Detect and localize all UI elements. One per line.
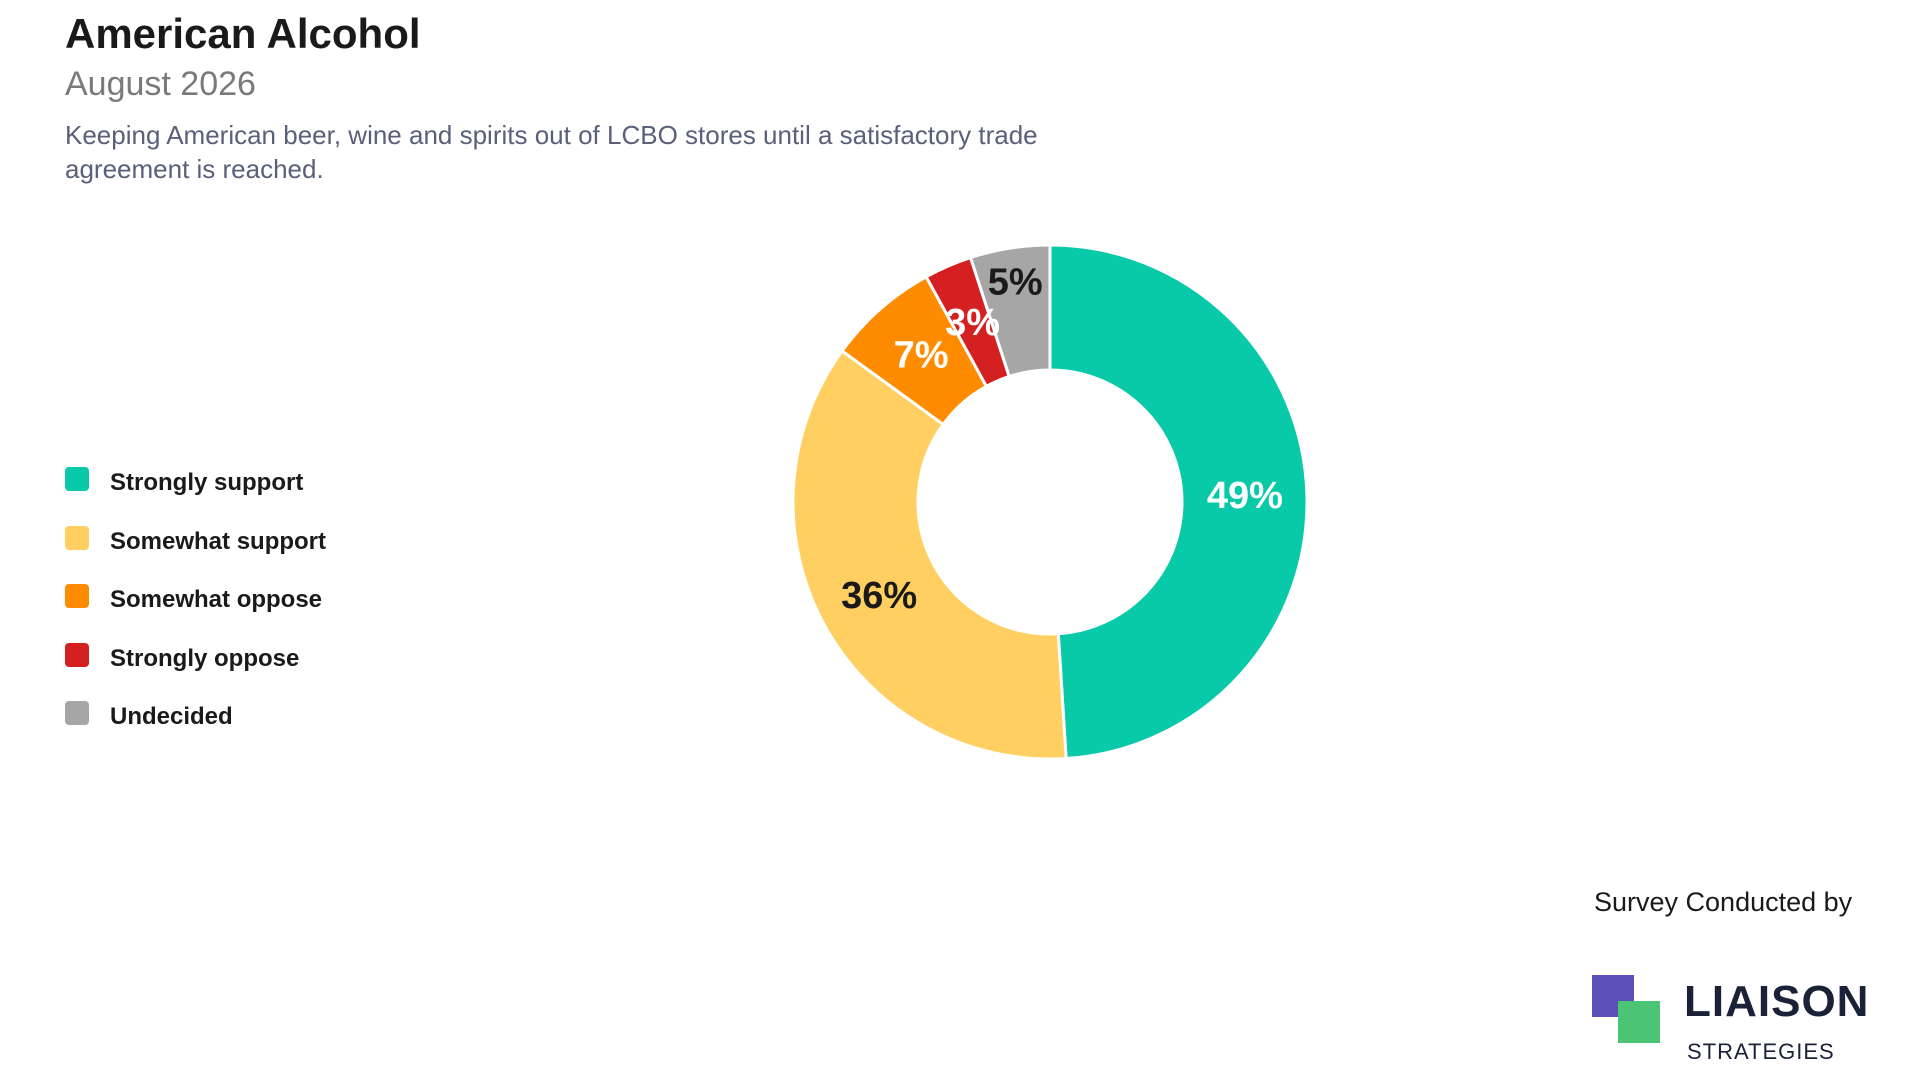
donut-slice-undecided bbox=[968, 243, 1052, 379]
legend-swatch bbox=[65, 642, 89, 667]
legend-item-strongly-oppose: Strongly oppose bbox=[65, 641, 326, 677]
page-title: American Alcohol bbox=[65, 10, 421, 57]
legend-label: Undecided bbox=[110, 703, 233, 730]
legend-label: Strongly support bbox=[110, 469, 304, 496]
legend-label: Somewhat oppose bbox=[110, 586, 323, 613]
logo-mark-green bbox=[1618, 1001, 1660, 1043]
page-subtitle: August 2026 bbox=[65, 65, 256, 103]
survey-question: Keeping American beer, wine and spirits … bbox=[65, 120, 1038, 184]
legend-item-somewhat-support: Somewhat support bbox=[65, 524, 326, 560]
legend-swatch bbox=[65, 525, 89, 550]
slice-label-somewhat-oppose: 7% bbox=[894, 335, 949, 377]
legend-item-somewhat-oppose: Somewhat oppose bbox=[65, 582, 326, 618]
logo-name: LIAISON bbox=[1684, 977, 1870, 1026]
slice-label-undecided: 5% bbox=[988, 262, 1043, 304]
legend-item-undecided: Undecided bbox=[65, 699, 326, 735]
legend-swatch bbox=[65, 701, 89, 725]
legend-item-strongly-support: Strongly support bbox=[65, 465, 326, 501]
logo-tagline: STRATEGIES bbox=[1687, 1039, 1835, 1064]
donut-slice-somewhat-support bbox=[791, 348, 1068, 761]
slice-label-somewhat-support: 36% bbox=[841, 575, 917, 617]
legend-swatch bbox=[65, 584, 89, 608]
chart-legend: Strongly support Somewhat support Somewh… bbox=[65, 465, 326, 758]
slice-label-strongly-oppose: 3% bbox=[945, 302, 1000, 344]
survey-conducted-by: Survey Conducted by bbox=[1594, 887, 1853, 917]
donut-slice-strongly-support bbox=[1048, 243, 1309, 761]
legend-swatch bbox=[65, 467, 89, 491]
liaison-logo: LIAISON STRATEGIES bbox=[1592, 975, 1882, 1070]
slice-label-strongly-support: 49% bbox=[1207, 475, 1283, 517]
legend-label: Strongly oppose bbox=[110, 644, 300, 672]
legend-label: Somewhat support bbox=[110, 527, 327, 555]
